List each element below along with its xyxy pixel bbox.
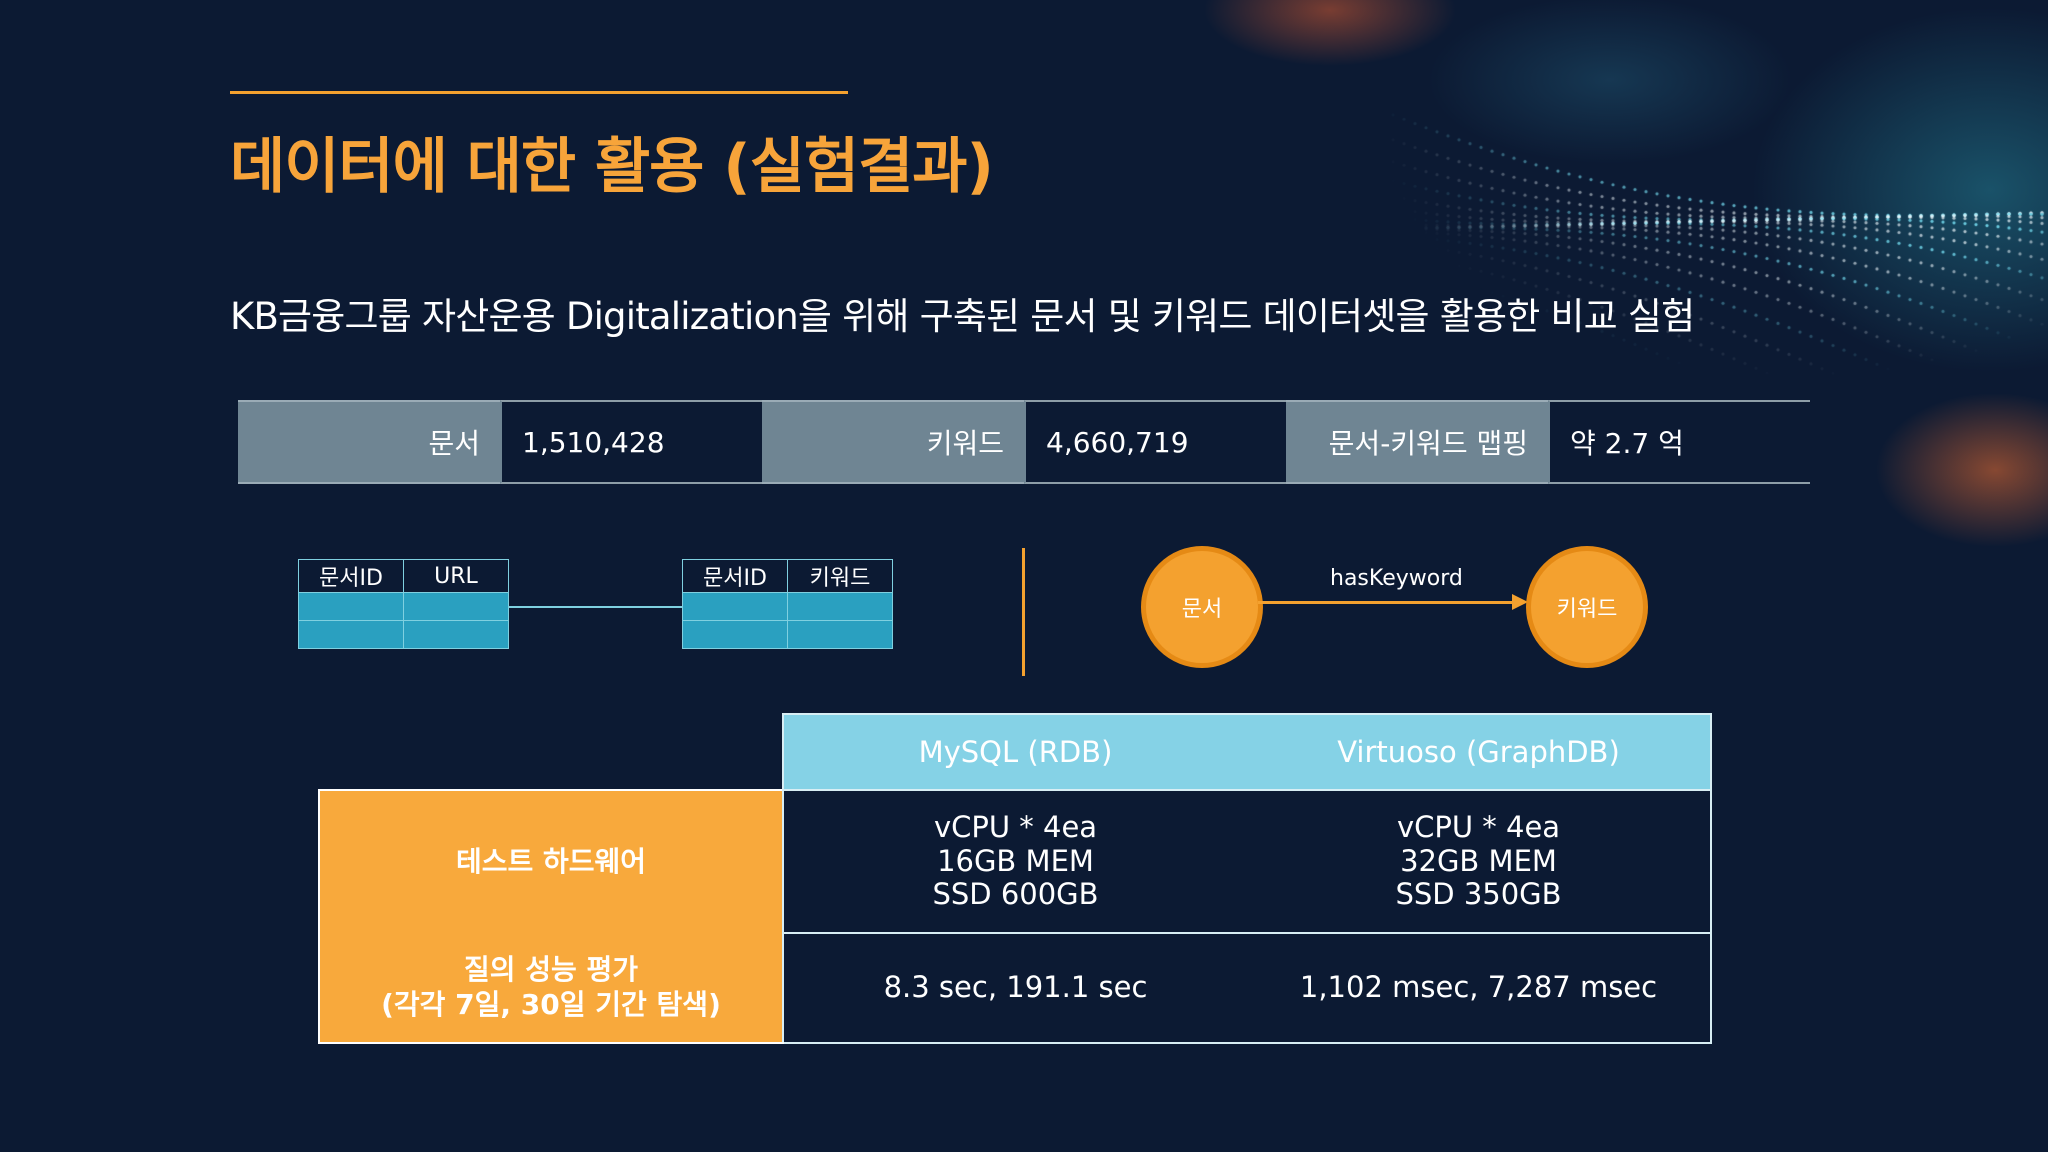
rdb-column-header: 키워드 — [787, 559, 893, 593]
slide-title: 데이터에 대한 활용 (실험결과) — [230, 132, 994, 202]
table-corner — [319, 714, 783, 790]
rdb-column-header: URL — [403, 559, 509, 593]
rdb-cell — [403, 620, 509, 649]
column-header-mysql: MySQL (RDB) — [782, 713, 1247, 791]
cell-line: vCPU * 4ea — [1396, 809, 1561, 844]
row-header-line: (각각 7일, 30일 기간 탐색) — [381, 987, 721, 1021]
dataset-stats: 문서 1,510,428 키워드 4,660,719 문서-키워드 맵핑 약 2… — [238, 400, 1810, 484]
cell-line: 8.3 sec, 191.1 sec — [883, 970, 1148, 1005]
cell-line: 32GB MEM — [1400, 843, 1557, 878]
rdb-cell — [787, 620, 893, 649]
rdb-document-table: 문서ID URL — [298, 559, 509, 649]
title-rule — [230, 91, 848, 94]
rdb-cell — [682, 592, 788, 621]
cell-mysql-performance: 8.3 sec, 191.1 sec — [782, 932, 1247, 1044]
stat-label-documents: 문서 — [238, 400, 500, 484]
cell-mysql-hardware: vCPU * 4ea 16GB MEM SSD 600GB — [782, 789, 1247, 933]
row-header-line: 테스트 하드웨어 — [455, 844, 647, 878]
graph-edge-label: hasKeyword — [1330, 566, 1463, 591]
arrow-head-icon — [1512, 594, 1528, 610]
rdb-cell — [682, 620, 788, 649]
rdb-keyword-table: 문서ID 키워드 — [682, 559, 893, 649]
rdb-cell — [298, 592, 404, 621]
cell-line: SSD 600GB — [932, 877, 1099, 912]
graph-node-keyword: 키워드 — [1526, 546, 1648, 668]
stat-value-mapping: 약 2.7 억 — [1548, 400, 1810, 484]
rdb-cell — [298, 620, 404, 649]
cell-line: vCPU * 4ea — [933, 809, 1098, 844]
stat-value-documents: 1,510,428 — [500, 400, 762, 484]
graph-node-document: 문서 — [1141, 546, 1263, 668]
cell-line: SSD 350GB — [1395, 877, 1562, 912]
rdb-cell — [787, 592, 893, 621]
row-header-query-performance: 질의 성능 평가 (각각 7일, 30일 기간 탐색) — [318, 933, 783, 1044]
cell-line: 16GB MEM — [937, 843, 1094, 878]
graph-edge-line — [1258, 601, 1520, 604]
rdb-cell — [403, 592, 509, 621]
section-divider — [1022, 548, 1025, 676]
stat-value-keywords: 4,660,719 — [1024, 400, 1286, 484]
rdb-column-header: 문서ID — [298, 559, 404, 593]
row-header-line: 질의 성능 평가 — [463, 953, 639, 987]
column-header-virtuoso: Virtuoso (GraphDB) — [1247, 713, 1712, 791]
rdb-column-header: 문서ID — [682, 559, 788, 593]
row-header-hardware: 테스트 하드웨어 — [318, 789, 783, 933]
dot-wave-decoration — [1180, 0, 2048, 640]
stat-label-mapping: 문서-키워드 맵핑 — [1286, 400, 1548, 484]
rdb-relation-line — [508, 606, 682, 608]
cell-virtuoso-performance: 1,102 msec, 7,287 msec — [1247, 932, 1712, 1044]
cell-line: 1,102 msec, 7,287 msec — [1299, 970, 1658, 1005]
comparison-table: MySQL (RDB) Virtuoso (GraphDB) 테스트 하드웨어 … — [318, 713, 1712, 1044]
cell-virtuoso-hardware: vCPU * 4ea 32GB MEM SSD 350GB — [1247, 789, 1712, 933]
slide-subtitle: KB금융그룹 자산운용 Digitalization을 위해 구축된 문서 및 … — [230, 295, 1695, 338]
stat-label-keywords: 키워드 — [762, 400, 1024, 484]
